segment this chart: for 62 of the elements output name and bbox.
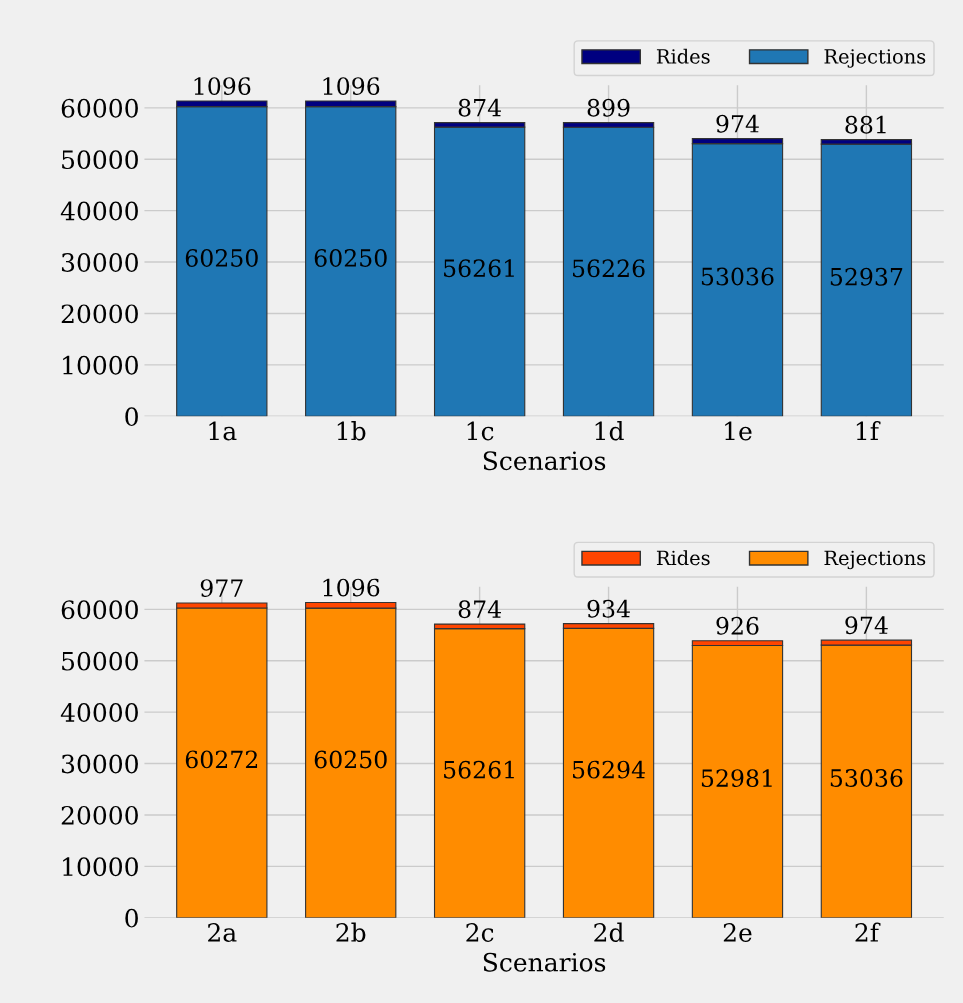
y-tick-label: 40000	[60, 201, 138, 221]
legend-label: Rejections	[824, 550, 926, 570]
x-tick-label: 2a	[208, 923, 237, 942]
data-label: 899	[587, 98, 630, 117]
y-tick-label: 60000	[61, 98, 138, 118]
data-label: 56294	[573, 760, 645, 779]
y-tick-label: 50000	[62, 651, 138, 671]
y-tick-label: 10000	[63, 857, 138, 877]
data-label: 926	[716, 616, 759, 635]
y-tick-label: 50000	[62, 150, 138, 170]
y-tick-label: 60000	[61, 600, 138, 620]
data-label: 56261	[444, 760, 514, 779]
data-label: 56226	[573, 259, 645, 278]
data-label: 1096	[194, 77, 251, 95]
data-label: 874	[458, 98, 501, 117]
data-label: 881	[845, 115, 886, 134]
x-tick-label: 1c	[467, 421, 494, 441]
y-tick-label: 30000	[61, 253, 138, 272]
x-axis-title: Scenarios	[483, 451, 606, 471]
data-label: 60272	[185, 750, 258, 769]
data-label: 1096	[323, 578, 380, 597]
data-label: 977	[200, 579, 243, 597]
x-tick-label: 2c	[466, 923, 494, 942]
x-tick-label: 1a	[209, 421, 237, 441]
data-label: 60250	[314, 750, 387, 769]
data-label: 974	[845, 616, 888, 635]
data-label: 60250	[314, 249, 387, 267]
y-tick-label: 20000	[61, 805, 138, 825]
y-tick-label: 20000	[61, 304, 138, 324]
x-axis-title: Scenarios	[483, 952, 606, 972]
bar	[820, 644, 913, 918]
x-tick-label: 2e	[723, 923, 752, 942]
legend-label: Rides	[656, 48, 710, 64]
x-tick-label: 1d	[595, 421, 624, 441]
data-label: 1096	[323, 77, 380, 95]
bar	[562, 627, 655, 918]
x-tick-label: 1e	[725, 421, 752, 441]
x-tick-label: 1f	[856, 421, 881, 441]
x-tick-label: 1b	[337, 421, 366, 441]
y-tick-label: 10000	[63, 355, 138, 375]
bar	[820, 143, 913, 417]
y-tick-label: 0	[125, 407, 138, 427]
data-label: 934	[587, 599, 630, 618]
data-label: 56261	[444, 259, 514, 278]
x-tick-label: 2b	[336, 922, 366, 942]
legend-label: Rides	[656, 550, 710, 566]
bar	[433, 126, 526, 417]
y-tick-label: 40000	[60, 703, 138, 723]
data-label: 52937	[830, 267, 903, 286]
y-tick-label: 30000	[61, 754, 138, 774]
data-label: 52981	[701, 769, 772, 788]
data-label: 53036	[701, 267, 774, 286]
y-tick-label: 0	[125, 908, 138, 928]
data-label: 60250	[185, 249, 258, 267]
x-tick-label: 2f	[855, 922, 881, 942]
legend-label: Rejections	[824, 49, 926, 68]
bar	[691, 644, 784, 918]
bar	[562, 126, 655, 417]
x-tick-label: 2d	[594, 922, 624, 942]
data-label: 874	[458, 600, 501, 619]
data-label: 974	[716, 114, 759, 133]
data-label: 53036	[830, 769, 903, 787]
